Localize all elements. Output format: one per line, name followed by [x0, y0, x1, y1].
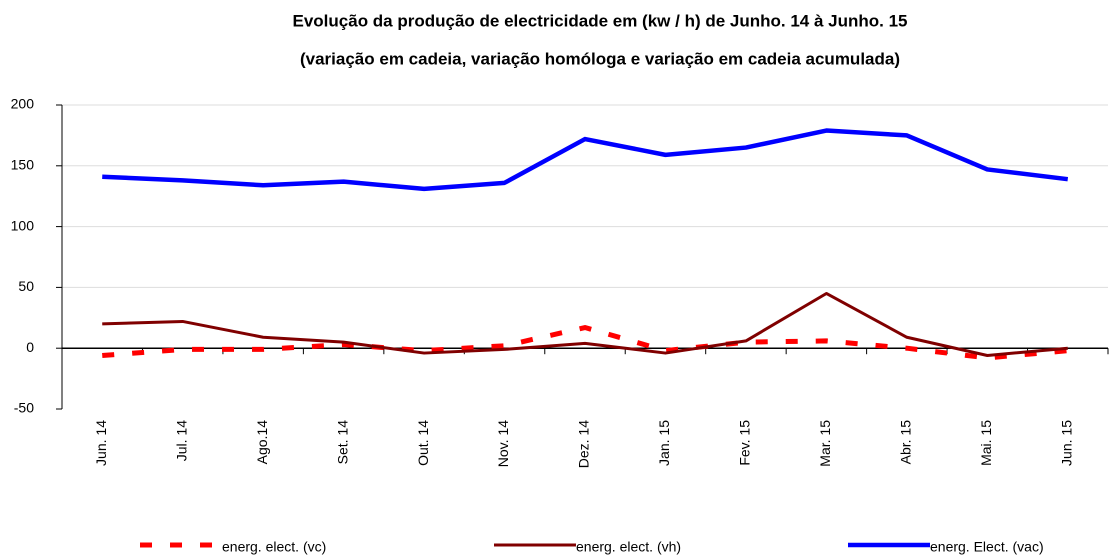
- x-tick-label: Jun. 15: [1058, 420, 1074, 466]
- y-tick-label: 0: [26, 339, 34, 355]
- chart-title: Evolução da produção de electricidade em…: [293, 11, 908, 30]
- legend-label: energ. Elect. (vac): [930, 539, 1044, 555]
- x-tick-label: Abr. 15: [898, 420, 914, 465]
- x-tick-label: Out. 14: [415, 420, 431, 466]
- x-tick-label: Dez. 14: [576, 420, 592, 468]
- x-tick-label: Jan. 15: [656, 420, 672, 466]
- x-tick-label: Set. 14: [334, 420, 350, 465]
- y-tick-label: 100: [11, 217, 35, 233]
- x-tick-label: Jun. 14: [93, 420, 109, 466]
- x-tick-label: Ago.14: [254, 420, 270, 465]
- series-line: [102, 325, 1068, 361]
- y-tick-label: 150: [11, 157, 35, 173]
- series-line: [102, 291, 1068, 357]
- x-tick-label: Jul. 14: [173, 420, 189, 461]
- legend-label: energ. elect. (vc): [222, 539, 326, 555]
- chart-subtitle: (variação em cadeia, variação homóloga e…: [300, 49, 900, 68]
- y-tick-label: -50: [14, 400, 34, 416]
- series-line: [102, 128, 1069, 192]
- y-tick-label: 50: [18, 278, 34, 294]
- y-tick-label: 200: [11, 96, 35, 112]
- x-tick-label: Nov. 14: [495, 420, 511, 467]
- x-tick-label: Fev. 15: [737, 420, 753, 466]
- x-tick-label: Mar. 15: [817, 420, 833, 467]
- x-tick-label: Mai. 15: [978, 420, 994, 466]
- legend-label: energ. elect. (vh): [576, 539, 681, 555]
